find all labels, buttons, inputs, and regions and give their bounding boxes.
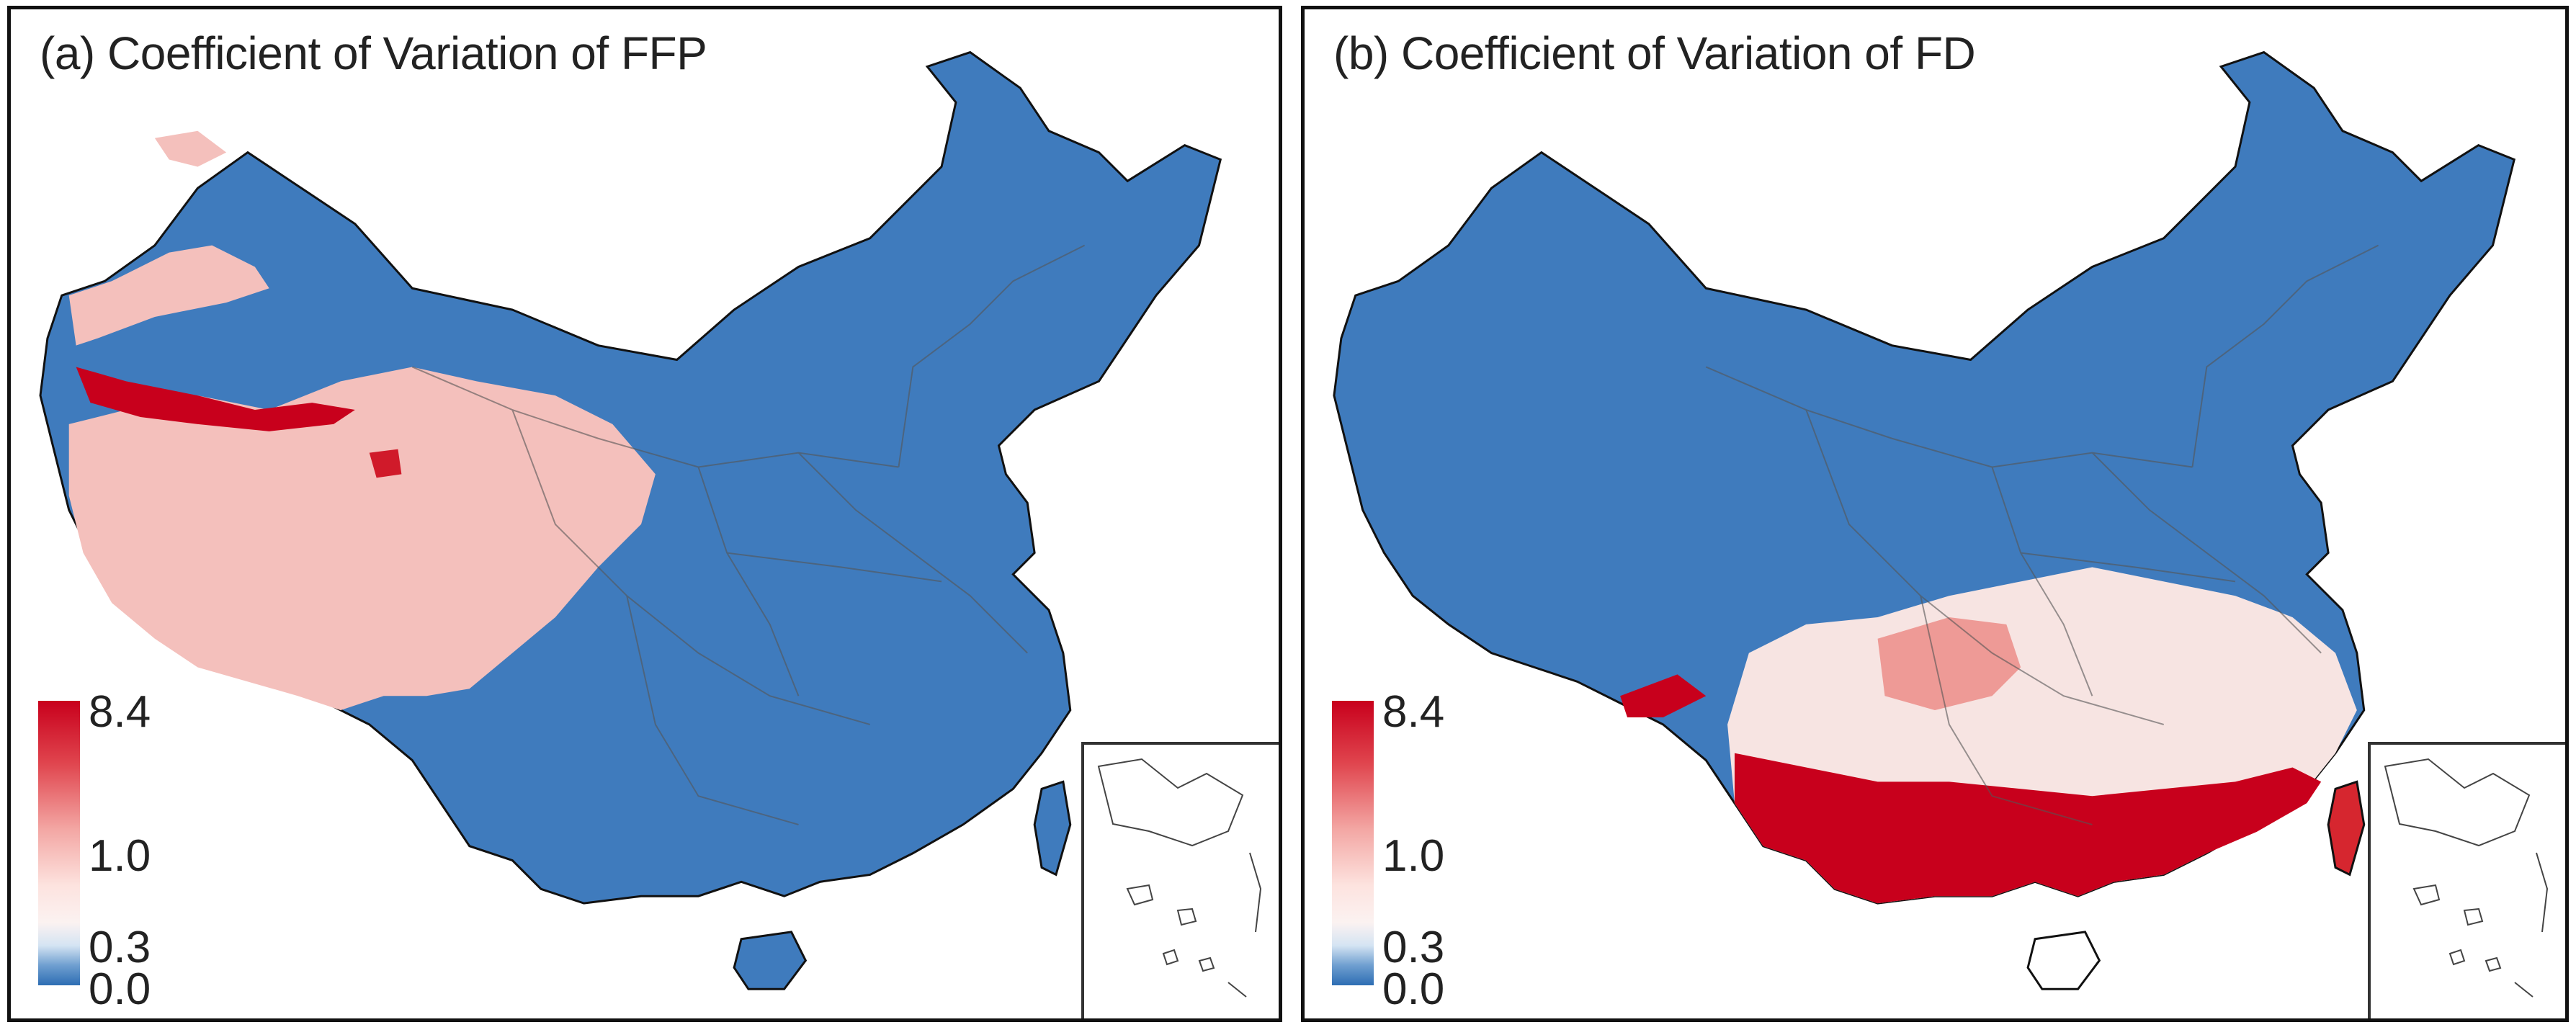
central-pink-region bbox=[1877, 617, 2021, 711]
tibet-red-spot bbox=[1620, 674, 1707, 717]
china-map-fd bbox=[1333, 50, 2516, 990]
colorbar-tick-label: 8.4 bbox=[1382, 687, 1445, 737]
hainan-island bbox=[2026, 931, 2101, 990]
colorbar-tick-label: 0.0 bbox=[1382, 964, 1445, 1014]
northwest-pink bbox=[154, 130, 227, 167]
province-boundaries bbox=[1705, 244, 2379, 825]
plateau-high-cv bbox=[68, 367, 656, 711]
panel-title: (b) Coefficient of Variation of FD bbox=[1333, 27, 1976, 79]
colorbar-tick-label: 1.0 bbox=[89, 831, 151, 881]
colorbar-tick-label: 0.3 bbox=[1382, 923, 1445, 972]
taiwan-island bbox=[2327, 780, 2366, 877]
china-map-ffp bbox=[39, 50, 1222, 990]
north-pink-band bbox=[68, 245, 269, 346]
map-panel-ffp: (a) Coefficient of Variation of FFP 8.4 … bbox=[7, 6, 1282, 1022]
red-spot bbox=[369, 449, 402, 478]
inset-map bbox=[2384, 758, 2549, 998]
southern-red-band bbox=[1734, 753, 2322, 904]
hainan-island bbox=[733, 931, 808, 990]
colorbar bbox=[38, 701, 80, 985]
red-ridge bbox=[76, 367, 355, 431]
colorbar-tick-label: 1.0 bbox=[1382, 831, 1445, 881]
map-panel-fd: (b) Coefficient of Variation of FD 8.4 1… bbox=[1301, 6, 2569, 1022]
colorbar-tick-label: 0.0 bbox=[89, 964, 151, 1014]
south-china-sea-inset bbox=[1081, 742, 1279, 1018]
colorbar-tick-label: 0.3 bbox=[89, 923, 151, 972]
taiwan-island bbox=[1033, 780, 1072, 877]
panel-title: (a) Coefficient of Variation of FFP bbox=[40, 27, 707, 79]
province-boundaries bbox=[411, 244, 1086, 825]
colorbar bbox=[1332, 701, 1374, 985]
south-china-sea-inset bbox=[2368, 742, 2565, 1018]
colorbar-tick-label: 8.4 bbox=[89, 687, 151, 737]
inset-map bbox=[1097, 758, 1262, 998]
